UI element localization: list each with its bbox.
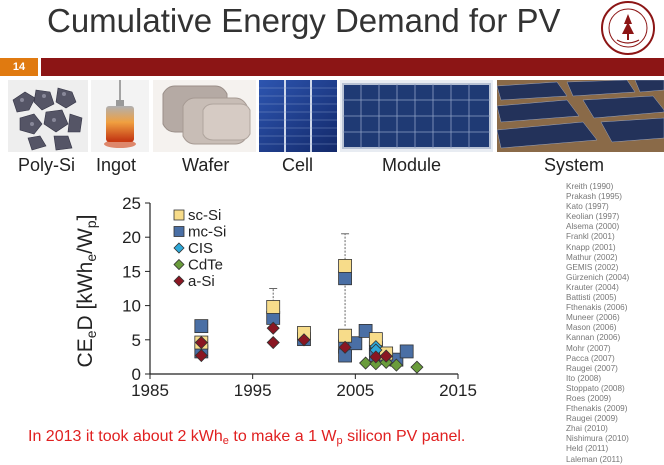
data-point-mc-si <box>348 336 363 351</box>
y-tick-label: 0 <box>132 365 141 384</box>
reference-item: Knapp (2001) <box>566 242 616 252</box>
reference-item: Kreith (1990) <box>566 182 614 191</box>
legend-marker <box>173 226 185 237</box>
data-point-mc-si <box>338 271 352 286</box>
ced-scatter-chart: CEeD [kWhe/Wp] 1985 1995 2005 2015 0 5 10 15 20 2… <box>74 194 477 400</box>
y-tick-label: 20 <box>122 228 141 247</box>
reference-item: Kannan (2006) <box>566 333 621 343</box>
legend-label: sc-Si <box>188 207 221 224</box>
y-tick-label: 15 <box>122 262 141 281</box>
x-tick-label: 2015 <box>439 381 477 400</box>
caption-module: Module <box>382 155 442 175</box>
reference-item: Ito (2008) <box>566 373 602 383</box>
reference-item: Mohr (2007) <box>566 343 611 353</box>
reference-item: GEMIS (2002) <box>566 262 619 272</box>
reference-item: Raugei (2009) <box>566 414 618 424</box>
legend-marker <box>173 275 185 287</box>
legend-label: CIS <box>188 240 213 257</box>
reference-item: Roes (2009) <box>566 393 612 403</box>
legend-marker <box>173 258 185 271</box>
reference-item: Raugei (2007) <box>566 363 618 373</box>
university-seal-logo <box>601 1 655 55</box>
legend-marker <box>173 242 185 254</box>
data-point-sc-si <box>338 259 352 273</box>
reference-item: Prakash (1995) <box>566 192 622 202</box>
reference-list: Kreith (1990) Prakash (1995) Kato (1997) Ke… <box>566 182 664 465</box>
data-point-a-si <box>369 350 383 364</box>
reference-item: Alsema (2000) <box>566 222 620 232</box>
data-point-a-si <box>266 335 280 350</box>
data-point-a-si <box>194 335 208 350</box>
legend-label: CdTe <box>188 257 223 274</box>
reference-item: Keolian (1997) <box>566 212 620 222</box>
caption-cell: Cell <box>282 155 314 175</box>
data-point-a-si <box>266 321 280 335</box>
reference-item: Nishimura (2010) <box>566 434 629 444</box>
reference-item: Gürzenich (2004) <box>566 272 630 282</box>
data-point-cdte <box>389 358 403 372</box>
data-point-sc-si <box>338 328 352 343</box>
chart-axes: 1985 1995 2005 2015 0 5 10 15 20 25 <box>122 194 477 400</box>
reference-item: Held (2011) <box>566 444 609 454</box>
cell-photo <box>259 80 337 152</box>
data-point-a-si <box>379 349 393 363</box>
legend-label: a-Si <box>188 273 215 290</box>
y-tick-label: 25 <box>122 194 141 213</box>
data-point-mc-si <box>399 344 414 359</box>
reference-item: Kato (1997) <box>566 202 609 212</box>
reference-item: Zhai (2010) <box>566 424 608 434</box>
reference-item: Laleman (2011) <box>566 454 623 464</box>
wafer-photo <box>153 80 256 152</box>
chart-marks <box>194 233 424 374</box>
data-point-cdte <box>369 357 383 371</box>
x-tick-label: 1985 <box>131 381 169 400</box>
data-point-a-si <box>297 333 311 347</box>
legend-marker <box>173 209 185 221</box>
reference-item: Stoppato (2008) <box>566 383 625 393</box>
data-point-sc-si <box>266 300 281 314</box>
slide-header-bar: 14 <box>0 58 664 76</box>
poly-si-photo <box>8 80 88 152</box>
x-tick-label: 2005 <box>336 381 374 400</box>
caption-ingot: Ingot <box>96 155 137 175</box>
data-point-mc-si <box>358 324 373 338</box>
data-point-cdte <box>410 360 424 374</box>
reference-item: Frankl (2001) <box>566 232 615 242</box>
reference-item: Mason (2006) <box>566 323 617 333</box>
reference-item: Fthenakis (2009) <box>566 404 628 414</box>
reference-item: Pacca (2007) <box>566 353 615 363</box>
reference-item: Mathur (2002) <box>566 252 618 262</box>
x-tick-label: 1995 <box>234 381 272 400</box>
reference-item: Fthenakis (2006) <box>566 303 628 313</box>
slide-number: 14 <box>0 58 38 76</box>
system-photo <box>497 80 664 152</box>
legend-label: mc-Si <box>188 224 226 241</box>
data-point-a-si <box>194 348 208 363</box>
reference-item: Muneer (2006) <box>566 313 620 323</box>
caption-poly-si: Poly-Si <box>18 155 76 175</box>
data-point-cdte <box>359 356 373 370</box>
data-point-a-si <box>338 340 352 354</box>
caption-wafer: Wafer <box>182 155 230 175</box>
ingot-photo <box>91 80 149 152</box>
y-axis-label: CEeD [kWhe/Wp] <box>74 215 99 368</box>
reference-item: Krauter (2004) <box>566 282 619 292</box>
header-rule <box>38 58 664 76</box>
footer-note: In 2013 it took about 2 kWhe to make a 1… <box>28 428 466 447</box>
caption-system: System <box>544 155 605 175</box>
module-photo <box>340 80 493 152</box>
slide-title: Cumulative Energy Demand for PV <box>47 2 561 39</box>
reference-item: Battisti (2005) <box>566 293 617 303</box>
y-tick-label: 5 <box>132 331 141 350</box>
data-point-mc-si <box>194 319 209 334</box>
y-tick-label: 10 <box>122 297 141 316</box>
